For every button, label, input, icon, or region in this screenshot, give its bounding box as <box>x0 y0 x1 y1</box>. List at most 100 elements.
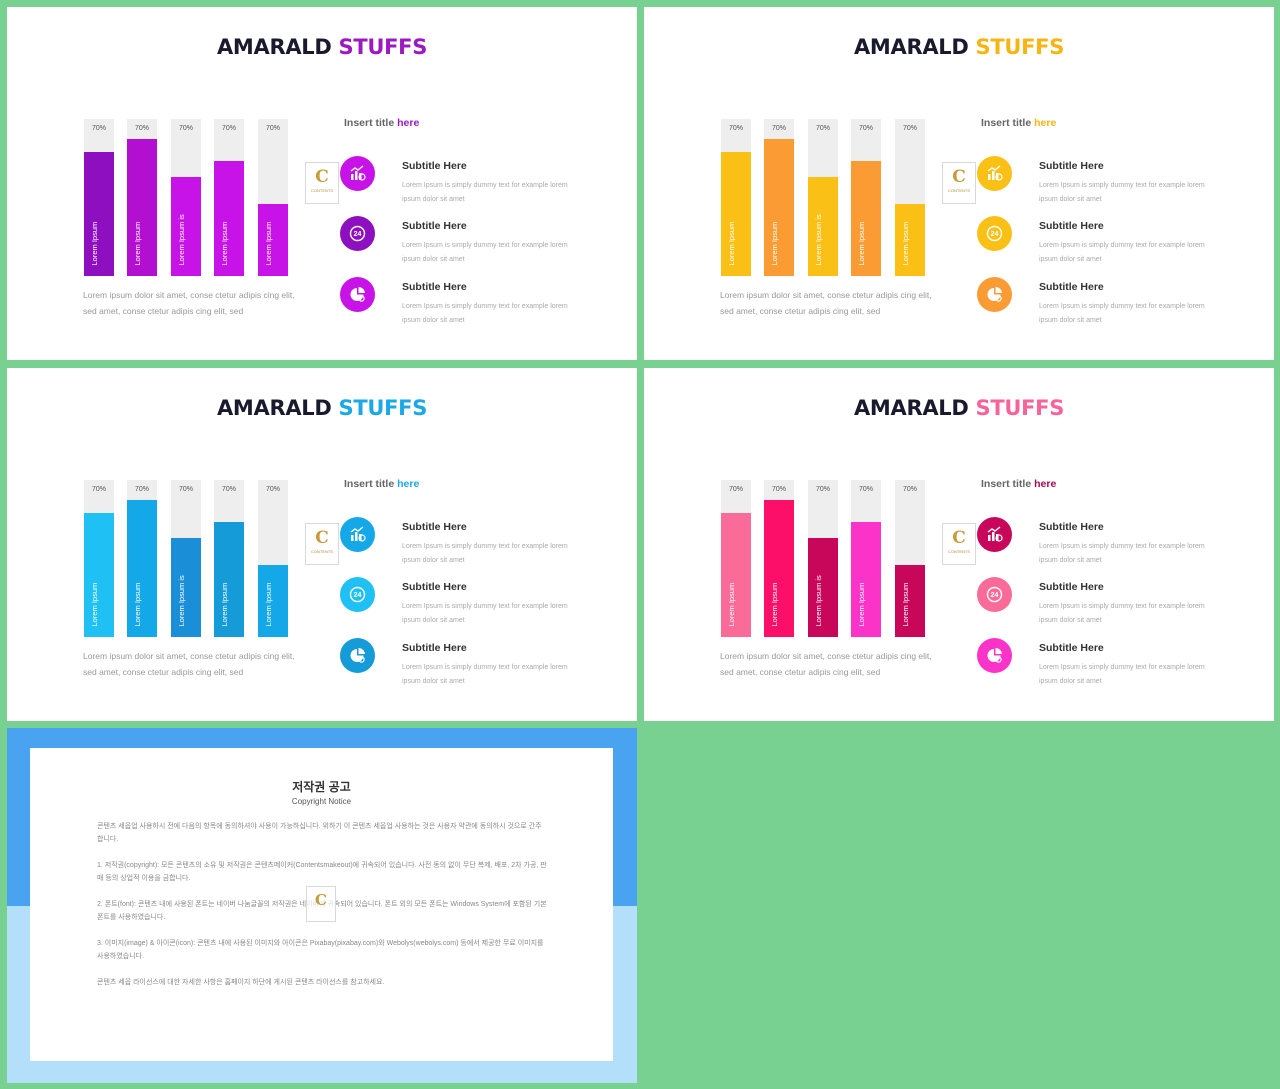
slide-title-accent: STUFFS <box>338 35 428 59</box>
bar-percent-label: 70% <box>728 125 743 132</box>
item-subtitle: Subtitle Here <box>402 160 467 172</box>
bar: Lorem Ipsum <box>214 522 244 637</box>
slide-title-accent: STUFFS <box>338 396 428 420</box>
bar-percent-label: 70% <box>134 486 149 493</box>
bar-track: 70% Lorem Ipsum <box>214 119 244 276</box>
contents-logo: C CONTENTS <box>942 162 976 204</box>
bar-percent-label: 70% <box>728 486 743 493</box>
item-subtitle: Subtitle Here <box>402 281 467 293</box>
item-description: Lorem Ipsum is simply dummy text for exa… <box>1039 242 1205 263</box>
logo-letter: C <box>952 167 966 187</box>
bar-track: 70% Lorem Ipsum <box>84 119 114 276</box>
notice-paragraph: 콘텐츠 세웁 라이선스에 대한 자세한 사항은 홈페이지 하단에 게시된 콘텐츠… <box>97 979 385 986</box>
bar: Lorem Ipsum <box>258 204 288 276</box>
chart-growth-icon <box>340 156 375 191</box>
24-hours-icon: 24 <box>977 216 1012 251</box>
bar: Lorem Ipsum <box>895 565 925 637</box>
logo-text: CONTENTS <box>311 188 333 193</box>
24-hours-icon: 24 <box>340 216 375 251</box>
feature-item: Subtitle Here Lorem Ipsum is simply dummy… <box>340 156 630 206</box>
item-subtitle: Subtitle Here <box>1039 160 1104 172</box>
bar-percent-label: 70% <box>902 125 917 132</box>
logo-letter: C <box>315 528 329 548</box>
logo-text: CONTENTS <box>948 188 970 193</box>
item-subtitle: Subtitle Here <box>1039 521 1104 533</box>
bar: Lorem Ipsum <box>851 522 881 637</box>
feature-item: 24 Subtitle Here Lorem Ipsum is simply dum… <box>340 577 630 627</box>
bar-percent-label: 70% <box>771 125 786 132</box>
bar: Lorem Ipsum <box>214 161 244 276</box>
bar-track: 70% Lorem Ipsum <box>127 119 157 276</box>
chart-caption: Lorem ipsum dolor sit amet, conse ctetur… <box>83 290 295 316</box>
bar-percent-label: 70% <box>221 486 236 493</box>
logo-letter: C <box>952 528 966 548</box>
bar-percent-label: 70% <box>178 125 193 132</box>
chart-slide: AMARALD STUFFS 70% Lorem Ipsum 70% Lorem Ips… <box>644 368 1274 721</box>
item-description: Lorem Ipsum is simply dummy text for exa… <box>1039 182 1205 203</box>
logo-text: CONTENTS <box>311 549 333 554</box>
bar: Lorem Ipsum <box>84 152 114 276</box>
bar: Lorem Ipsum <box>895 204 925 276</box>
bar-track: 70% Lorem Ipsum <box>851 119 881 276</box>
pie-chart-gear-icon <box>977 277 1012 312</box>
svg-text:24: 24 <box>354 592 362 599</box>
bar-percent-label: 70% <box>265 125 280 132</box>
bar: Lorem Ipsum <box>258 565 288 637</box>
bar-percent-label: 70% <box>902 486 917 493</box>
item-description: Lorem Ipsum is simply dummy text for exa… <box>402 242 568 263</box>
contents-logo: C <box>306 886 336 922</box>
bar-track: 70% Lorem Ipsum is <box>808 119 838 276</box>
bar: Lorem Ipsum <box>851 161 881 276</box>
bar-track: 70% Lorem Ipsum <box>721 119 751 276</box>
chart-caption: Lorem ipsum dolor sit amet, conse ctetur… <box>720 290 932 316</box>
bar: Lorem Ipsum is <box>808 538 838 637</box>
bar: Lorem Ipsum <box>127 500 157 637</box>
bar-percent-label: 70% <box>815 125 830 132</box>
slide-title-accent: STUFFS <box>975 35 1065 59</box>
bar: Lorem Ipsum <box>721 152 751 276</box>
logo-letter: C <box>315 891 327 909</box>
item-subtitle: Subtitle Here <box>1039 581 1104 593</box>
bar-track: 70% Lorem Ipsum <box>721 480 751 637</box>
item-description: Lorem Ipsum is simply dummy text for exa… <box>402 303 568 324</box>
svg-text:24: 24 <box>991 231 999 238</box>
bar-percent-label: 70% <box>858 125 873 132</box>
pie-chart-gear-icon <box>977 638 1012 673</box>
bar: Lorem Ipsum is <box>171 538 201 637</box>
chart-caption: Lorem ipsum dolor sit amet, conse ctetur… <box>720 651 932 677</box>
pie-chart-gear-icon <box>340 638 375 673</box>
slide-title-main: AMARALD <box>216 35 339 59</box>
bar-percent-label: 70% <box>858 486 873 493</box>
bar-track: 70% Lorem Ipsum is <box>171 480 201 637</box>
svg-text:24: 24 <box>354 231 362 238</box>
notice-paragraph: 3. 이미지(image) & 아이콘(icon): 콘텐츠 내에 사용된 이미… <box>97 940 544 960</box>
contents-logo: C CONTENTS <box>942 523 976 565</box>
item-description: Lorem Ipsum is simply dummy text for exa… <box>402 603 568 624</box>
item-subtitle: Subtitle Here <box>402 642 467 654</box>
bar-percent-label: 70% <box>221 125 236 132</box>
feature-item: Subtitle Here Lorem Ipsum is simply dummy… <box>340 638 630 688</box>
bar-percent-label: 70% <box>815 486 830 493</box>
notice-subtitle: Copyright Notice <box>291 797 352 806</box>
notice-card: 저작권 공고 Copyright Notice 콘텐츠 세웁업 사용하시 전에 … <box>30 748 613 1061</box>
item-subtitle: Subtitle Here <box>1039 642 1104 654</box>
logo-letter: C <box>315 167 329 187</box>
item-description: Lorem Ipsum is simply dummy text for exa… <box>1039 603 1205 624</box>
bar: Lorem Ipsum <box>764 139 794 276</box>
bar-track: 70% Lorem Ipsum <box>214 480 244 637</box>
slide-title-main: AMARALD <box>853 35 976 59</box>
chart-slide: AMARALD STUFFS 70% Lorem Ipsum 70% Lorem Ips… <box>7 7 637 360</box>
pie-chart-gear-icon <box>340 277 375 312</box>
feature-item: Subtitle Here Lorem Ipsum is simply dummy… <box>977 517 1267 567</box>
bar-track: 70% Lorem Ipsum <box>258 119 288 276</box>
item-subtitle: Subtitle Here <box>402 521 467 533</box>
bar-percent-label: 70% <box>771 486 786 493</box>
bar-chart: 70% Lorem Ipsum 70% Lorem Ipsum 70% Lorem Ips… <box>84 480 294 637</box>
bar-track: 70% Lorem Ipsum <box>127 480 157 637</box>
chart-growth-icon <box>977 156 1012 191</box>
bar-track: 70% Lorem Ipsum <box>895 119 925 276</box>
bar: Lorem Ipsum is <box>171 177 201 276</box>
feature-item: 24 Subtitle Here Lorem Ipsum is simply dum… <box>977 577 1267 627</box>
bar: Lorem Ipsum <box>84 513 114 637</box>
slide-title: AMARALD STUFFS <box>7 35 637 59</box>
